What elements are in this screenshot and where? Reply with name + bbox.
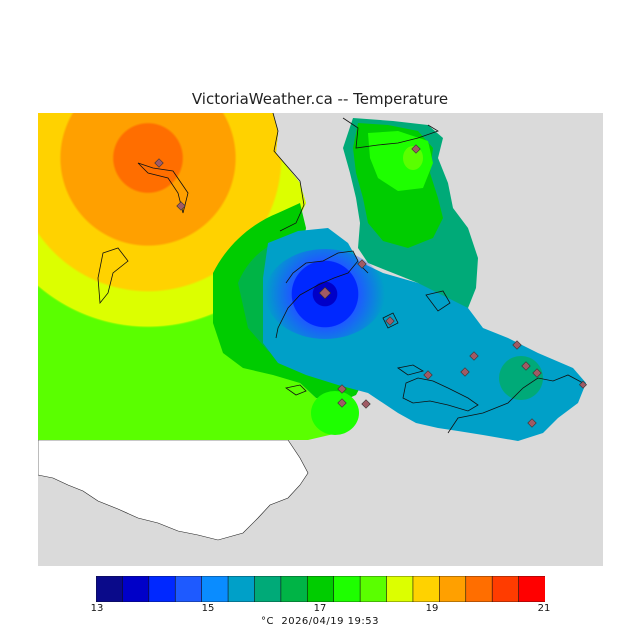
colorbar-segment bbox=[227, 576, 256, 602]
colorbar-segment bbox=[491, 576, 520, 602]
colorbar-segment bbox=[518, 576, 545, 602]
map-title: VictoriaWeather.ca -- Temperature bbox=[191, 90, 449, 108]
station-marker bbox=[532, 368, 542, 378]
colorbar-tick-17: 17 bbox=[313, 603, 327, 614]
station-marker bbox=[337, 398, 347, 408]
colorbar-segment bbox=[96, 576, 124, 602]
station-marker bbox=[469, 351, 479, 361]
green-patch-south bbox=[311, 391, 359, 435]
station-marker bbox=[579, 380, 587, 389]
temperature-map bbox=[38, 113, 603, 566]
warm-spot-north bbox=[403, 146, 423, 170]
station-marker bbox=[361, 399, 371, 409]
colorbar-segment bbox=[333, 576, 361, 602]
station-marker bbox=[318, 286, 332, 300]
unit-label: °C bbox=[261, 616, 274, 627]
colorbar-segment bbox=[254, 576, 282, 602]
station-marker bbox=[154, 158, 164, 168]
weather-stations bbox=[154, 144, 587, 428]
colorbar-tick-13: 13 bbox=[90, 603, 104, 614]
station-marker bbox=[460, 367, 470, 377]
land-mass bbox=[38, 439, 309, 541]
colorbar-segment bbox=[386, 576, 414, 602]
colorbar-tick-21: 21 bbox=[537, 603, 551, 614]
colorbar-tick-15: 15 bbox=[201, 603, 215, 614]
footer: °C 2026/04/19 19:53 bbox=[0, 616, 640, 627]
colorbar-segment bbox=[439, 576, 467, 602]
station-marker bbox=[337, 384, 347, 394]
station-marker bbox=[176, 201, 186, 211]
colorbar-segment bbox=[148, 576, 177, 602]
station-marker bbox=[527, 418, 537, 428]
colorbar-segment bbox=[201, 576, 229, 602]
colorbar-segment bbox=[465, 576, 493, 602]
colorbar-segment bbox=[174, 576, 203, 602]
colorbar-segment bbox=[280, 576, 309, 602]
colorbar-segment bbox=[122, 576, 150, 602]
timestamp: 2026/04/19 19:53 bbox=[281, 616, 379, 627]
islands bbox=[97, 162, 189, 305]
station-marker bbox=[512, 340, 522, 350]
coastlines bbox=[272, 113, 584, 434]
colorbar-segment bbox=[306, 576, 335, 602]
station-marker bbox=[423, 370, 433, 380]
colorbar-tick-19: 19 bbox=[425, 603, 439, 614]
station-marker bbox=[411, 144, 421, 154]
green-patch-east bbox=[499, 356, 543, 400]
station-marker bbox=[521, 361, 531, 371]
colorbar bbox=[96, 576, 545, 602]
colorbar-segment bbox=[359, 576, 388, 602]
station-marker bbox=[357, 259, 367, 269]
colorbar-segment bbox=[412, 576, 441, 602]
station-marker bbox=[385, 316, 395, 326]
